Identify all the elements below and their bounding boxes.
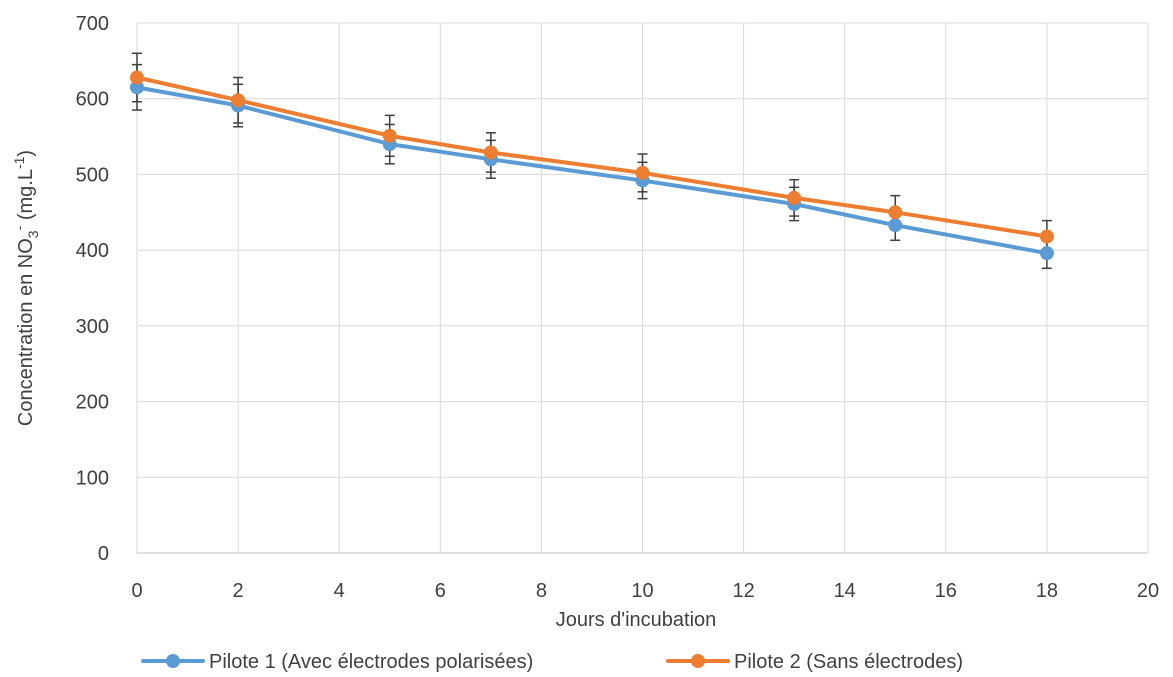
data-point: [231, 93, 246, 108]
y-tick-label: 100: [76, 467, 109, 489]
grid-lines: [136, 22, 1149, 554]
data-point: [130, 70, 144, 85]
x-tick-label: 10: [631, 580, 653, 602]
x-tick-label: 16: [935, 580, 957, 602]
legend-label-pilote-2: Pilote 2 (Sans électrodes): [734, 651, 963, 673]
x-tick-label: 8: [536, 580, 547, 602]
x-tick-label: 20: [1137, 580, 1159, 602]
y-tick-label: 500: [76, 164, 109, 186]
data-point: [1039, 246, 1054, 261]
y-axis-title-unit-end: ): [15, 150, 37, 157]
data-point: [382, 128, 397, 143]
data-series: [130, 70, 1054, 261]
y-tick-label: 300: [76, 316, 109, 338]
data-point: [1039, 229, 1054, 244]
y-axis-tick-labels: 0 100 200 300 400 500 600 700: [76, 13, 109, 565]
data-point: [787, 190, 802, 205]
x-tick-label: 18: [1036, 580, 1058, 602]
data-point: [130, 80, 144, 95]
y-tick-label: 200: [76, 392, 109, 414]
y-tick-label: 700: [76, 13, 109, 35]
legend-marker-pilote-1: [166, 654, 180, 668]
y-tick-label: 600: [76, 89, 109, 111]
y-axis-title: Concentration en NO3- (mg.L-1): [11, 150, 41, 426]
legend-marker-pilote-2: [691, 654, 705, 668]
series-line-1: [135, 85, 1049, 256]
data-point: [888, 205, 903, 220]
y-tick-label: 0: [98, 543, 109, 565]
legend: Pilote 1 (Avec électrodes polarisées) Pi…: [141, 651, 963, 673]
legend-item-pilote-2: Pilote 2 (Sans électrodes): [666, 651, 963, 673]
y-axis-title-prefix: Concentration en NO: [15, 238, 37, 426]
x-tick-label: 12: [732, 580, 754, 602]
data-point: [483, 145, 498, 160]
series-line-2: [135, 75, 1049, 239]
y-axis-title-superscript: -: [11, 225, 27, 230]
x-tick-label: 4: [334, 580, 345, 602]
y-axis-title-subscript: 3: [25, 230, 41, 238]
x-tick-label: 14: [834, 580, 856, 602]
data-point: [635, 165, 650, 180]
x-tick-label: 6: [435, 580, 446, 602]
x-axis-tick-labels: 0 2 4 6 8 10 12 14 16 18 20: [131, 580, 1159, 602]
y-axis-title-unit-exponent: -1: [11, 156, 27, 169]
legend-label-pilote-1: Pilote 1 (Avec électrodes polarisées): [209, 651, 533, 673]
y-tick-label: 400: [76, 240, 109, 262]
data-point: [888, 218, 903, 233]
legend-item-pilote-1: Pilote 1 (Avec électrodes polarisées): [141, 651, 533, 673]
x-axis-title: Jours d'incubation: [556, 609, 717, 631]
x-tick-label: 0: [131, 580, 142, 602]
x-tick-label: 2: [233, 580, 244, 602]
error-bars: [132, 52, 1052, 270]
y-axis-title-unit-start: (mg.L: [15, 169, 37, 226]
